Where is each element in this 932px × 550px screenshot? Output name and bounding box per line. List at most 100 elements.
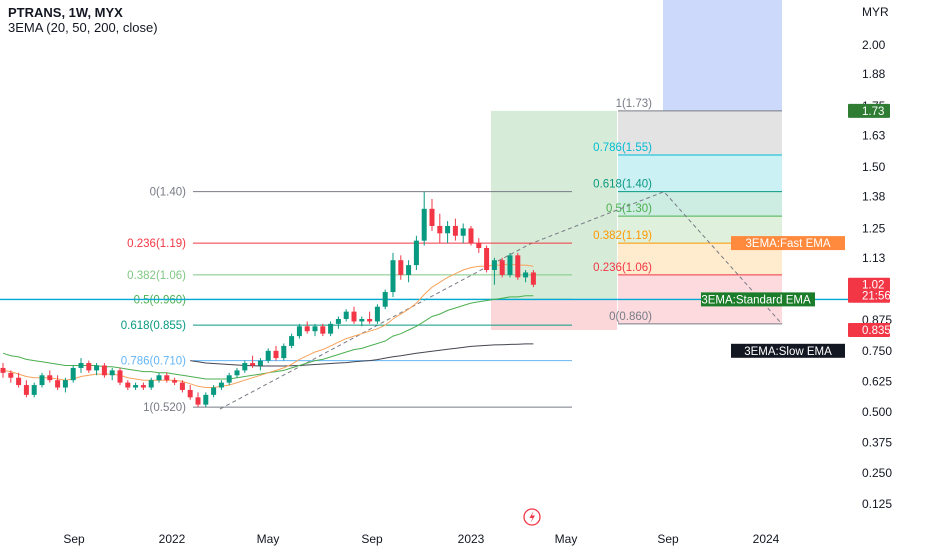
candle-body (265, 350, 271, 361)
candle-body (257, 360, 263, 366)
candle-body (109, 370, 115, 376)
extension-level-label: 0.786(1.55) (593, 142, 652, 154)
candle-body (390, 260, 396, 293)
candle-body (382, 292, 388, 307)
retracement-level-label: 0.786(0.710) (121, 356, 186, 368)
candle-body (187, 389, 193, 398)
candle-body (0, 367, 6, 373)
candle-body (250, 363, 256, 366)
time-tick-label: May (555, 532, 578, 546)
candle-body (507, 255, 513, 275)
price-tag-text: 0.835 (862, 325, 891, 337)
price-tick-label: 1.50 (862, 160, 886, 174)
time-tick-label: Sep (657, 532, 679, 546)
candle-body (523, 272, 529, 278)
retracement-level-label: 0.5(0.960) (134, 294, 187, 306)
candle-body (94, 365, 100, 371)
price-tick-label: 1.63 (862, 128, 886, 142)
candle-body (421, 208, 427, 241)
candle-body (125, 382, 131, 388)
candle-body (312, 326, 318, 332)
extension-zone (618, 191, 782, 217)
candle-body (491, 260, 497, 271)
candle-body (86, 363, 92, 371)
candle-body (31, 385, 37, 395)
indicator-legend[interactable]: 3EMA (20, 50, 200, close) (8, 20, 158, 35)
price-axis[interactable]: MYR2.001.881.751.631.501.381.251.131.000… (848, 0, 932, 550)
candle-body (515, 255, 521, 278)
time-tick-label: 2024 (753, 532, 780, 546)
candle-body (367, 318, 373, 322)
candle-body (320, 326, 326, 334)
candle-body (452, 225, 458, 236)
candle-body (296, 326, 302, 337)
series-label-bg (731, 236, 845, 251)
series-label-text: 3EMA:Fast EMA (746, 238, 831, 250)
chart-title: PTRANS, 1W, MYX (8, 5, 123, 20)
candle-body (413, 240, 419, 266)
retracement-level-label: 0(1.40) (150, 187, 187, 199)
candle-body (273, 350, 279, 359)
candle-body (70, 367, 76, 381)
time-axis-bg (0, 528, 848, 550)
price-tick-label: 0.500 (862, 405, 892, 419)
price-tag-text: 1.02 (862, 280, 884, 292)
time-tick-label: Sep (361, 532, 383, 546)
candle-body (289, 336, 295, 346)
candle-body (530, 272, 536, 285)
retracement-level-label: 0.236(1.19) (127, 238, 186, 250)
candle-body (16, 377, 22, 386)
candle-body (117, 370, 123, 383)
price-tick-label: 2.00 (862, 38, 886, 52)
price-tick-label: 1.88 (862, 67, 886, 81)
candle-body (484, 247, 490, 271)
price-axis-bg (848, 0, 932, 550)
candle-body (406, 265, 412, 275)
extension-level-label: 0(0.860) (609, 311, 652, 323)
candle-body (351, 311, 357, 322)
price-tick-label: 1.13 (862, 251, 886, 265)
extension-zone (618, 110, 782, 155)
candle-body (133, 385, 139, 388)
extension-level-label: 0.382(1.19) (593, 230, 652, 242)
series-label-bg (731, 343, 845, 358)
candle-body (62, 380, 68, 388)
series-label-text: 3EMA:Standard EMA (701, 294, 811, 306)
retracement-level-label: 0.618(0.855) (121, 320, 186, 332)
candle-body (476, 243, 482, 248)
time-tick-label: 2023 (458, 532, 485, 546)
candle-body (78, 363, 84, 368)
retracement-level-label: 0.382(1.06) (127, 270, 186, 282)
ema-fast-line (2, 263, 534, 388)
candle-body (281, 345, 287, 359)
candle-body (343, 311, 349, 319)
trend-dashed-line (219, 191, 783, 410)
price-tick-label: 0.125 (862, 497, 892, 511)
indicator-labels: 3EMA:Fast EMA 3EMA:Standard EMA 3EMA:Slow … (701, 236, 845, 358)
price-tick-label: 0.375 (862, 436, 892, 450)
candle-body (445, 225, 451, 234)
candle-body (468, 228, 474, 244)
candle-body (437, 225, 443, 234)
lightning-icon[interactable] (523, 508, 541, 526)
price-tick-label: 1.25 (862, 221, 886, 235)
candle-body (398, 260, 404, 275)
candlesticks (0, 191, 536, 408)
candle-body (203, 394, 209, 405)
series-label-bg (701, 292, 815, 307)
extension-level-label: 0.5(1.30) (606, 203, 652, 215)
extension-level-label: 1(1.73) (616, 98, 653, 110)
price-tick-label: 0.750 (862, 344, 892, 358)
candle-body (8, 372, 14, 378)
candle-body (156, 375, 162, 381)
price-tag-bg (848, 277, 890, 292)
price-tag-text: 1.73 (862, 106, 884, 118)
price-tick-label: 0.625 (862, 374, 892, 388)
candle-body (234, 370, 240, 376)
time-axis[interactable]: Sep 2022 May Sep 2023 May Sep 2024 (0, 528, 848, 550)
candle-body (242, 363, 248, 371)
candle-body (429, 208, 435, 226)
price-tag-bg (848, 103, 890, 118)
